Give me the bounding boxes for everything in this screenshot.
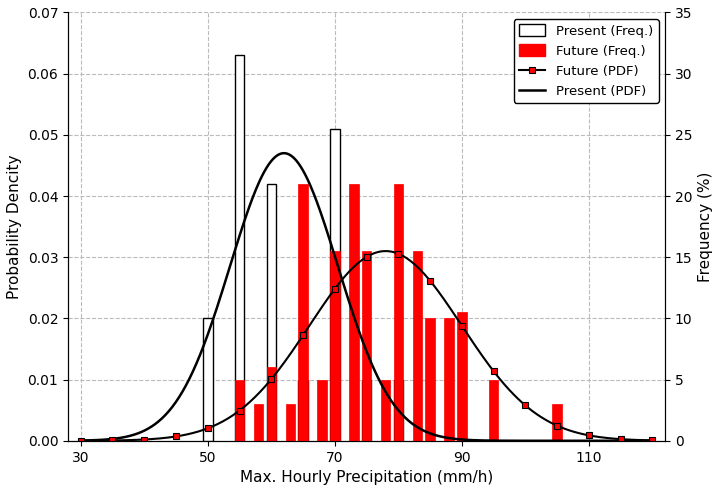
Bar (381, 380, 390, 441)
Bar (266, 184, 276, 441)
Bar (330, 129, 340, 441)
Bar (235, 55, 244, 441)
Bar (286, 404, 295, 441)
Bar (361, 380, 372, 441)
Bar (489, 380, 498, 441)
Legend: Present (Freq.), Future (Freq.), Future (PDF), Present (PDF): Present (Freq.), Future (Freq.), Future … (514, 19, 659, 103)
Bar (394, 184, 403, 441)
Bar (318, 380, 327, 441)
Y-axis label: Probability Dencity: Probability Dencity (7, 154, 22, 299)
Bar (298, 184, 307, 441)
Bar (361, 251, 372, 441)
Bar (413, 251, 422, 441)
Bar (235, 380, 244, 441)
Bar (349, 184, 359, 441)
X-axis label: Max. Hourly Precipitation (mm/h): Max. Hourly Precipitation (mm/h) (240, 470, 493, 485)
Bar (298, 380, 307, 441)
Bar (394, 380, 403, 441)
Bar (552, 404, 562, 441)
Y-axis label: Frequency (%): Frequency (%) (698, 171, 713, 282)
Bar (426, 318, 435, 441)
Bar (203, 318, 212, 441)
Bar (253, 404, 264, 441)
Bar (444, 318, 454, 441)
Bar (266, 368, 276, 441)
Bar (457, 312, 467, 441)
Bar (330, 251, 340, 441)
